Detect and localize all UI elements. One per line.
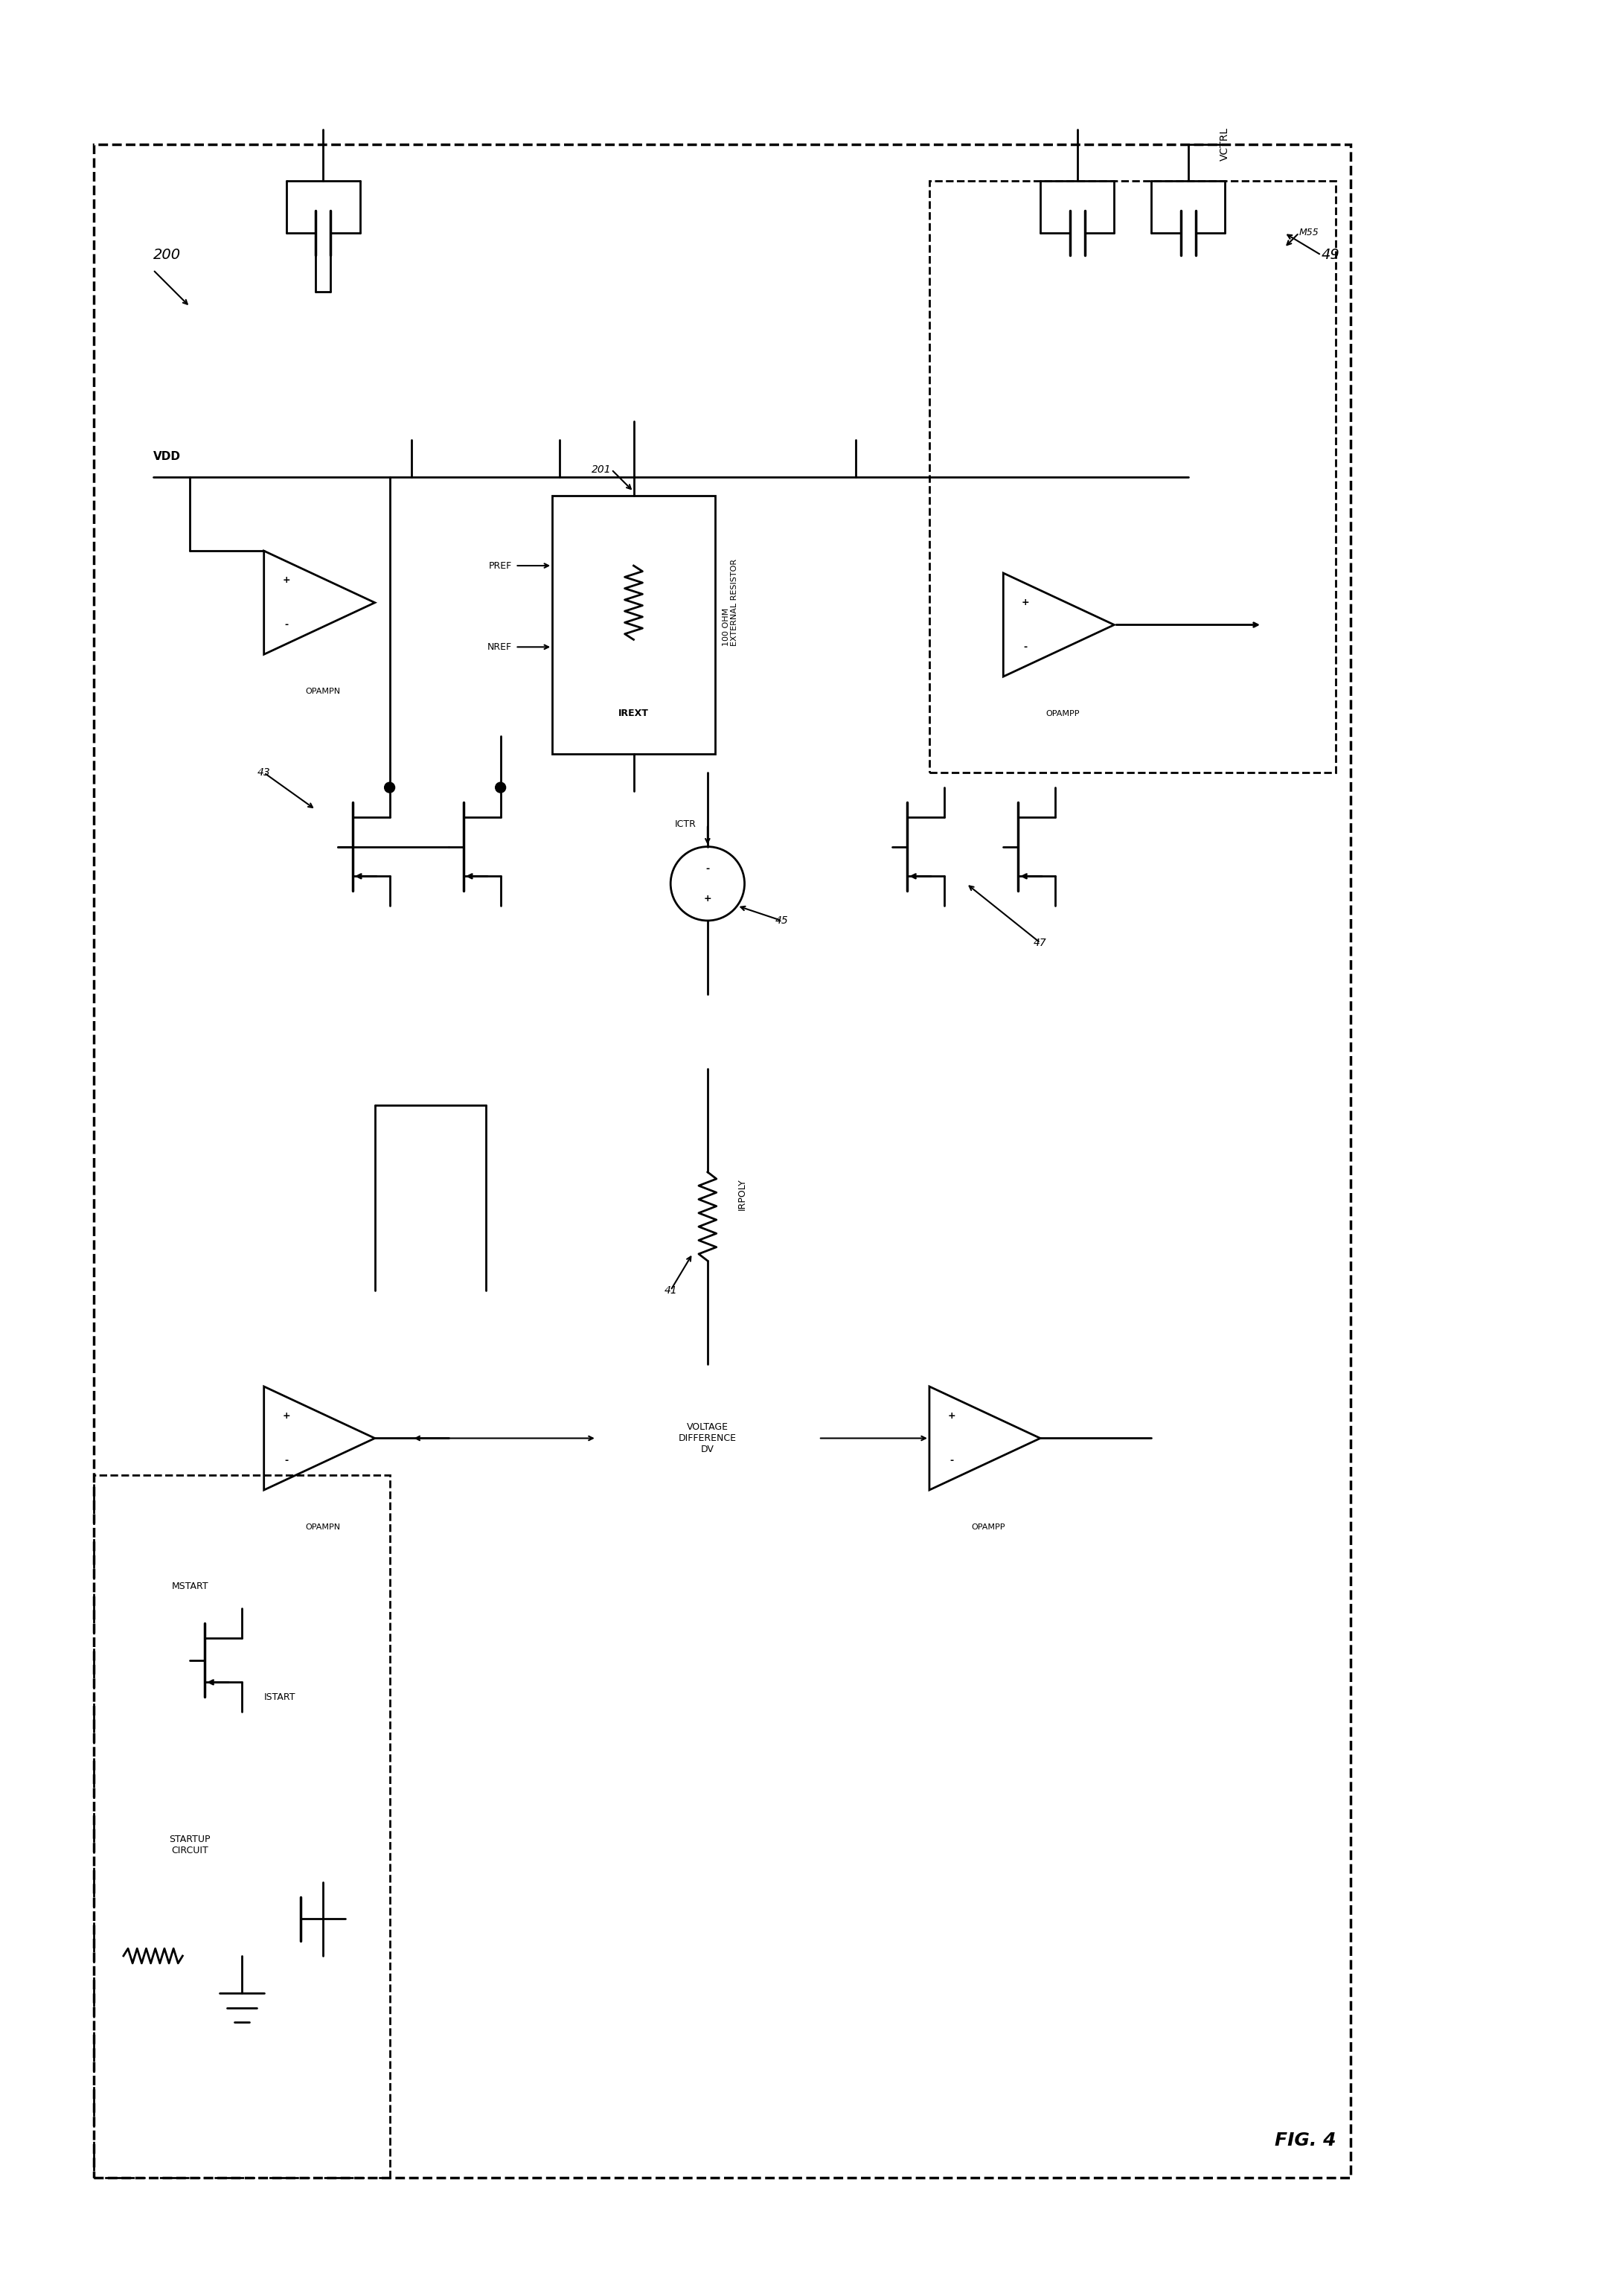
Text: OPAMPP: OPAMPP [1046,709,1080,716]
Text: MSTART: MSTART [171,1582,208,1591]
Text: 41: 41 [663,1286,678,1295]
Text: -: - [1023,643,1028,652]
Text: FIG. 4: FIG. 4 [1275,2131,1336,2149]
Text: 200: 200 [153,248,181,262]
Bar [552,496,715,753]
Text: PREF: PREF [489,560,512,569]
Text: -: - [284,1456,287,1465]
Text: ISTART: ISTART [265,1692,295,1701]
Text: VCTRL: VCTRL [1220,126,1230,161]
Text: VOLTAGE
DIFFERENCE
DV: VOLTAGE DIFFERENCE DV [678,1421,736,1453]
Text: OPAMPN: OPAMPN [305,1522,341,1531]
Text: ICTR: ICTR [675,820,696,829]
Text: 43: 43 [257,767,271,778]
Text: 201: 201 [592,464,612,475]
Text: IRPOLY: IRPOLY [738,1178,747,1210]
Text: -: - [284,620,287,629]
Text: +: + [947,1412,955,1421]
Text: NREF: NREF [487,643,512,652]
Text: +: + [704,893,712,902]
Text: 45: 45 [775,916,788,925]
Circle shape [495,783,505,792]
Text: 47: 47 [1033,937,1047,948]
Text: -: - [705,863,710,875]
Text: +: + [1022,597,1030,608]
Text: 49: 49 [1322,248,1340,262]
Text: 100 OHM
EXTERNAL RESISTOR: 100 OHM EXTERNAL RESISTOR [723,558,739,645]
Text: +: + [282,576,291,585]
Text: STARTUP
CIRCUIT: STARTUP CIRCUIT [169,1835,211,1855]
Text: -: - [949,1456,954,1465]
Text: VDD: VDD [153,450,181,461]
Circle shape [384,783,395,792]
Text: +: + [282,1412,291,1421]
Text: M55: M55 [1299,227,1319,239]
Text: IREXT: IREXT [618,709,649,719]
Text: OPAMPN: OPAMPN [305,687,341,696]
Text: OPAMPP: OPAMPP [972,1522,1006,1531]
